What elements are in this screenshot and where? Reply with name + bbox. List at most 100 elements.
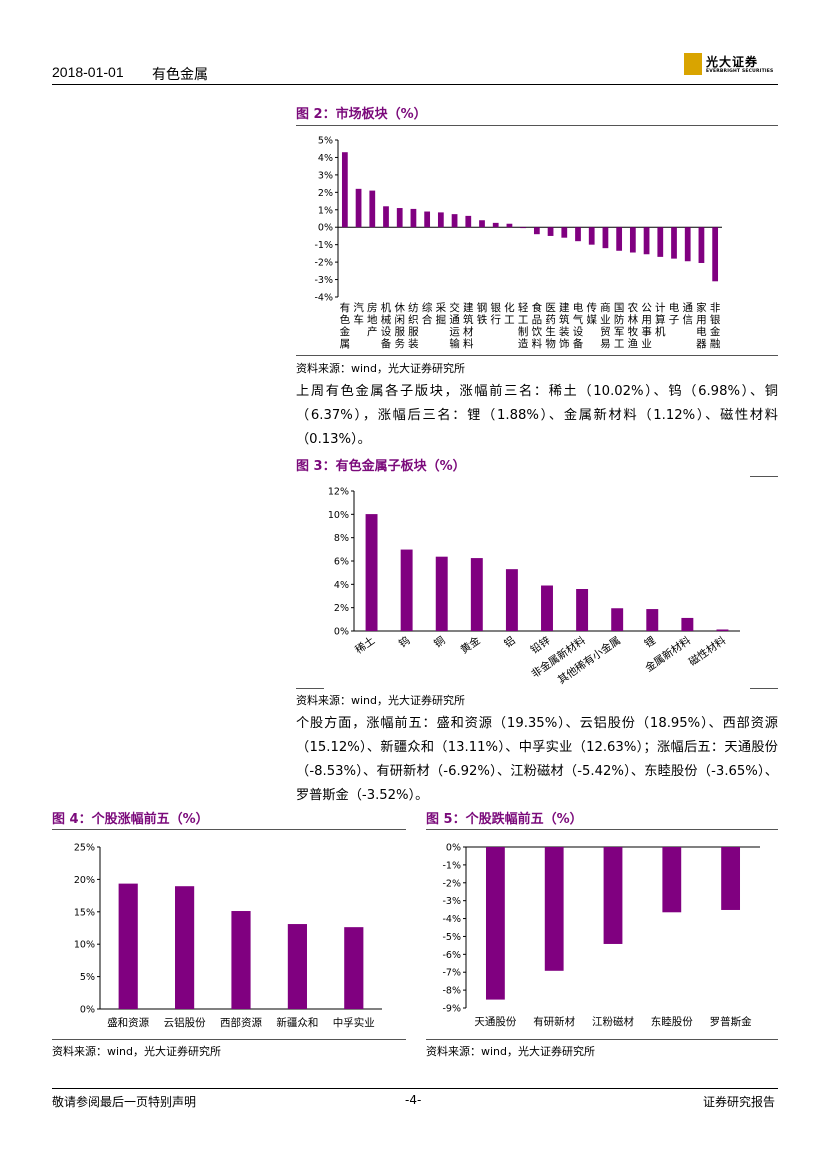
fig2-x-tick-label: 汽 <box>353 301 364 314</box>
footer-page-number: -4- <box>405 1093 422 1107</box>
fig2-x-tick-label: 筑 <box>559 313 570 326</box>
fig3-x-tick-label: 铅锌 <box>528 634 553 657</box>
fig2-bar <box>465 215 472 228</box>
fig2-x-tick-label: 合 <box>422 313 433 326</box>
fig2-bar <box>520 227 527 229</box>
fig2-x-tick-label: 造 <box>518 337 529 350</box>
fig2-bar <box>424 211 431 228</box>
fig2-x-tick-label: 生 <box>545 325 556 338</box>
fig5-y-tick-label: -5% <box>443 932 462 943</box>
fig2-bar <box>684 227 691 262</box>
fig2-x-tick-label: 建 <box>559 301 570 314</box>
fig2-x-tick-label: 地 <box>367 313 378 326</box>
fig4-bar <box>287 924 307 1009</box>
fig2-x-tick-label: 家 <box>696 301 707 314</box>
fig3-bottom-rule-left <box>296 688 324 689</box>
fig2-y-tick-label: 2% <box>318 188 333 199</box>
fig2-x-tick-label: 备 <box>573 337 584 350</box>
fig2-x-tick-label: 备 <box>381 337 392 350</box>
fig5-y-tick-label: -8% <box>443 986 462 997</box>
fig2-x-tick-label: 电 <box>573 301 584 314</box>
fig5-y-tick-label: -7% <box>443 968 462 979</box>
logo-text-cn: 光大证券 <box>706 55 759 69</box>
fig2-x-tick-label: 用 <box>696 314 707 326</box>
fig2-x-tick-label: 电 <box>696 325 707 338</box>
fig5-top-rule <box>426 829 778 830</box>
fig4-y-tick-label: 25% <box>74 843 95 854</box>
company-logo: 光大证券 EVERBRIGHT SECURITIES <box>684 53 780 79</box>
footer-divider <box>52 1088 778 1089</box>
fig2-bar <box>383 206 389 228</box>
fig2-x-tick-label: 电 <box>669 301 680 314</box>
fig2-x-tick-label: 工 <box>518 314 529 326</box>
fig4-bar <box>344 927 364 1009</box>
fig3-source: 资料来源：wind，光大证券研究所 <box>296 694 466 707</box>
fig4-y-tick-label: 5% <box>80 972 95 983</box>
fig2-x-tick-label: 轻 <box>518 301 529 314</box>
fig2-x-tick-label: 气 <box>573 313 584 326</box>
fig4-x-tick-label: 西部资源 <box>220 1016 262 1029</box>
logo-text-en: EVERBRIGHT SECURITIES <box>706 69 774 74</box>
fig2-source: 资料来源：wind，光大证券研究所 <box>296 362 466 375</box>
fig5-bar <box>662 847 682 913</box>
fig3-bar <box>646 609 659 631</box>
fig2-x-tick-label: 设 <box>573 326 584 338</box>
fig2-x-tick-label: 织 <box>408 314 419 326</box>
fig2-x-tick-label: 有 <box>340 301 351 314</box>
fig5-y-tick-label: -2% <box>443 878 462 889</box>
fig4-bar <box>118 883 138 1009</box>
fig2-x-tick-label: 业 <box>641 338 652 350</box>
fig2-x-tick-label: 公 <box>641 302 652 314</box>
fig2-x-tick-label: 产 <box>367 325 378 338</box>
fig2-x-tick-label: 通 <box>449 314 460 326</box>
fig2-x-tick-label: 休 <box>394 302 405 314</box>
fig2-y-tick-label: 3% <box>318 170 333 181</box>
fig2-bar <box>616 227 623 251</box>
fig3-y-tick-label: 8% <box>334 533 349 544</box>
fig5-title: 图 5：个股跌幅前五（%） <box>426 812 583 827</box>
fig3-bar <box>365 514 378 631</box>
fig2-x-tick-label: 林 <box>628 313 639 326</box>
fig2-bar <box>396 208 403 228</box>
fig2-x-tick-label: 交 <box>449 301 460 314</box>
fig2-x-tick-label: 商 <box>600 301 611 314</box>
fig2-top-rule <box>296 125 778 126</box>
fig5-y-tick-label: -1% <box>443 860 462 871</box>
fig2-x-tick-label: 业 <box>600 314 611 326</box>
fig3-top-rule <box>750 476 778 477</box>
fig2-x-tick-label: 信 <box>682 314 693 326</box>
fig2-x-tick-label: 银 <box>710 313 721 326</box>
fig2-y-tick-label: -1% <box>315 240 334 251</box>
fig2-x-tick-label: 铁 <box>477 313 488 326</box>
fig2-x-tick-label: 工 <box>614 338 625 350</box>
fig2-x-tick-label: 医 <box>545 302 556 314</box>
fig3-bar <box>400 549 413 631</box>
fig5-y-tick-label: -3% <box>443 896 462 907</box>
fig3-chart: 12%10%8%6%4%2%0%稀土钨铜黄金铝铅锌非金属新材料其他稀有小金属 锂金… <box>328 487 740 685</box>
fig2-bar <box>643 227 650 255</box>
fig4-y-tick-label: 20% <box>74 875 95 886</box>
fig5-x-tick-label: 罗普斯金 <box>710 1015 752 1028</box>
fig2-bar <box>712 227 719 282</box>
fig5-bottom-rule <box>426 1039 778 1040</box>
fig2-x-tick-label: 通 <box>682 302 693 314</box>
fig2-title: 图 2：市场板块（%） <box>296 107 427 122</box>
fig2-x-tick-label: 传 <box>586 302 597 314</box>
fig5-bar <box>485 847 505 1000</box>
fig2-bar <box>671 227 677 259</box>
fig3-x-tick-label: 铜 <box>432 635 447 651</box>
fig2-bar <box>492 222 499 228</box>
paragraph-stocks: 个股方面，涨幅前五：盛和资源（19.35%）、云铝股份（18.95%）、西部资源… <box>296 716 778 803</box>
fig2-bar <box>547 227 554 236</box>
fig2-x-tick-label: 料 <box>532 337 543 350</box>
fig3-y-tick-label: 4% <box>334 580 349 591</box>
fig5-x-tick-label: 江粉磁材 <box>592 1015 634 1028</box>
fig5-y-tick-label: -4% <box>443 914 462 925</box>
fig3-bar <box>576 589 589 631</box>
fig2-x-tick-label: 贸 <box>600 326 611 338</box>
fig2-x-tick-label: 工 <box>504 314 515 326</box>
fig5-bar <box>603 847 623 944</box>
fig2-x-tick-label: 械 <box>381 313 392 326</box>
fig2-x-tick-label: 房 <box>367 301 378 314</box>
fig4-top-rule <box>52 829 406 830</box>
